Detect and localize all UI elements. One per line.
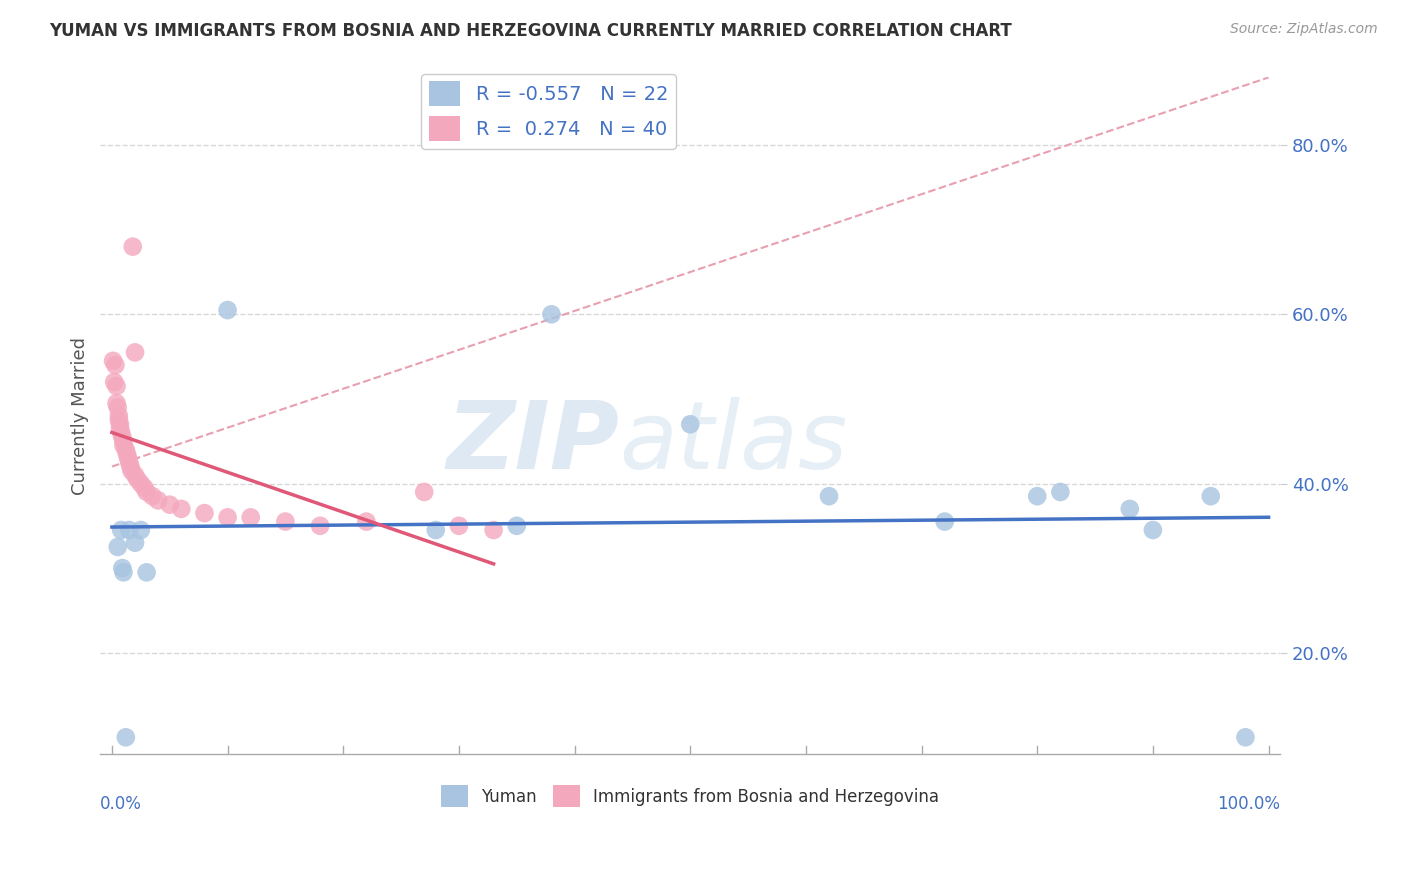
Point: [170, 501, 193, 516]
Point: [148, 493, 170, 508]
Point: [108, 413, 131, 427]
Point: [134, 481, 156, 495]
Point: [120, 459, 142, 474]
Text: Source: ZipAtlas.com: Source: ZipAtlas.com: [1230, 22, 1378, 37]
Point: [112, 438, 135, 452]
Point: [447, 518, 470, 533]
Point: [110, 425, 132, 440]
Point: [127, 472, 149, 486]
Point: [104, 358, 127, 372]
Text: atlas: atlas: [620, 398, 848, 489]
Text: 100.0%: 100.0%: [1218, 795, 1279, 813]
Point: [413, 485, 436, 500]
Point: [482, 523, 505, 537]
Point: [1234, 731, 1257, 745]
Point: [110, 523, 132, 537]
Point: [135, 566, 157, 580]
Point: [679, 417, 702, 432]
Point: [309, 518, 332, 533]
Point: [356, 515, 378, 529]
Point: [121, 464, 143, 478]
Point: [129, 523, 152, 537]
Point: [105, 379, 128, 393]
Point: [114, 731, 136, 745]
Point: [108, 409, 131, 423]
Point: [117, 451, 139, 466]
Point: [118, 523, 141, 537]
Point: [818, 489, 841, 503]
Point: [141, 489, 163, 503]
Point: [193, 506, 215, 520]
Point: [101, 354, 124, 368]
Point: [274, 515, 297, 529]
Point: [1199, 489, 1222, 503]
Point: [124, 345, 146, 359]
Point: [129, 476, 152, 491]
Point: [112, 566, 135, 580]
Point: [1142, 523, 1164, 537]
Point: [135, 485, 157, 500]
Point: [934, 515, 956, 529]
Point: [112, 434, 135, 449]
Y-axis label: Currently Married: Currently Married: [72, 337, 89, 495]
Point: [105, 396, 128, 410]
Text: 0.0%: 0.0%: [100, 795, 142, 813]
Point: [107, 540, 129, 554]
Point: [425, 523, 447, 537]
Point: [118, 455, 141, 469]
Point: [124, 468, 146, 483]
Point: [111, 430, 134, 444]
Point: [107, 401, 129, 415]
Text: YUMAN VS IMMIGRANTS FROM BOSNIA AND HERZEGOVINA CURRENTLY MARRIED CORRELATION CH: YUMAN VS IMMIGRANTS FROM BOSNIA AND HERZ…: [49, 22, 1012, 40]
Point: [540, 307, 562, 321]
Text: ZIP: ZIP: [447, 397, 620, 489]
Point: [108, 421, 131, 435]
Point: [1049, 485, 1071, 500]
Point: [159, 498, 181, 512]
Point: [108, 417, 131, 432]
Point: [1119, 501, 1142, 516]
Point: [506, 518, 529, 533]
Point: [114, 442, 136, 457]
Point: [121, 239, 143, 253]
Point: [1026, 489, 1049, 503]
Point: [103, 375, 125, 389]
Legend: Yuman, Immigrants from Bosnia and Herzegovina: Yuman, Immigrants from Bosnia and Herzeg…: [434, 779, 946, 814]
Point: [124, 535, 146, 549]
Point: [239, 510, 262, 524]
Point: [115, 447, 138, 461]
Point: [217, 303, 239, 318]
Point: [217, 510, 239, 524]
Point: [111, 561, 134, 575]
